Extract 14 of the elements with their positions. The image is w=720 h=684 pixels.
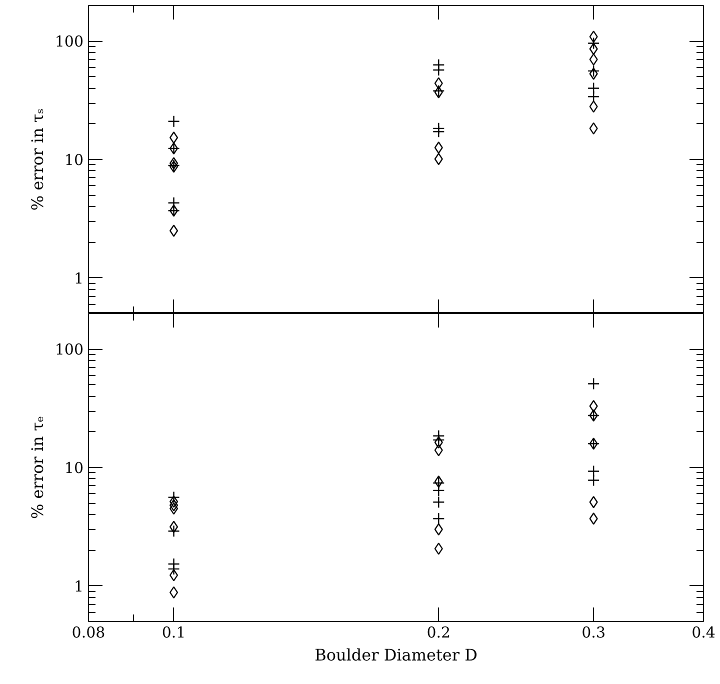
y-axis-title: % error in τₛ — [28, 108, 47, 211]
x-tick-label: 0.08 — [72, 624, 106, 642]
y-tick-label: 100 — [54, 32, 84, 51]
x-axis-title: Boulder Diameter D — [314, 646, 478, 664]
x-tick-label: 0.3 — [582, 624, 606, 642]
y-tick-label: 1 — [74, 577, 84, 596]
x-tick-label: 0.1 — [162, 624, 186, 642]
x-tick-label: 0.4 — [692, 624, 716, 642]
y-tick-label: 1 — [74, 269, 84, 288]
y-tick-label: 100 — [54, 340, 84, 359]
y-tick-label: 10 — [64, 459, 84, 477]
y-axis-title: % error in τₑ — [28, 416, 47, 519]
y-tick-label: 10 — [64, 151, 84, 169]
x-tick-label: 0.2 — [426, 624, 451, 642]
